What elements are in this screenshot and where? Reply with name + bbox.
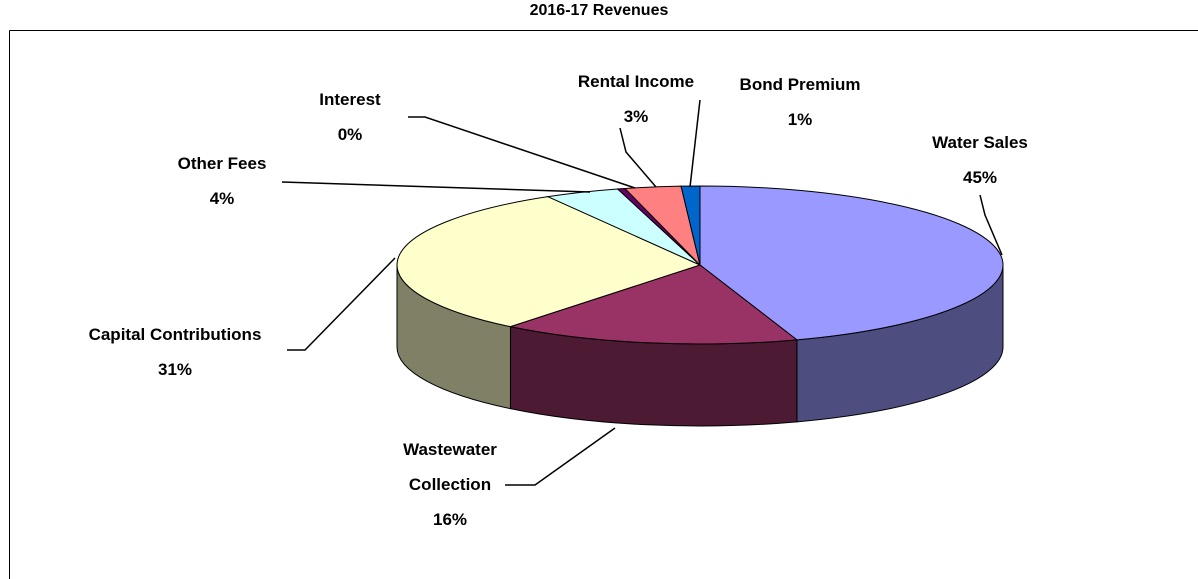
data-label: Capital Contributions 31% (55, 317, 295, 387)
leader-line (505, 427, 616, 486)
slice (699, 185, 1004, 341)
data-label: Bond Premium 1% (710, 67, 890, 137)
chart-title: 2016-17 Revenues (529, 2, 669, 19)
label-name: Wastewater Collection (403, 440, 497, 494)
leader-line (979, 194, 1003, 256)
label-name: Other Fees (177, 154, 267, 173)
label-name: Capital Contributions (88, 325, 262, 344)
label-value: 16% (432, 510, 468, 529)
label-value: 31% (157, 360, 193, 379)
leader-line (287, 257, 396, 351)
label-value: 3% (623, 107, 649, 126)
leader-line (689, 99, 701, 188)
slice (396, 196, 702, 328)
data-label: Wastewater Collection 16% (380, 432, 520, 537)
label-name: Interest (319, 90, 381, 109)
data-label: Rental Income 3% (556, 64, 716, 134)
data-label: Interest 0% (290, 82, 410, 152)
leader-line (619, 127, 657, 188)
data-label: Water Sales 45% (900, 125, 1060, 195)
slice (508, 264, 799, 345)
label-name: Water Sales (932, 133, 1028, 152)
leader-line (408, 116, 636, 189)
label-name: Rental Income (577, 72, 695, 91)
label-value: 1% (787, 110, 813, 129)
label-name: Bond Premium (739, 75, 861, 94)
label-value: 0% (337, 125, 363, 144)
data-label: Other Fees 4% (152, 146, 292, 216)
label-value: 4% (209, 189, 235, 208)
leader-line (281, 181, 591, 193)
label-value: 45% (962, 168, 998, 187)
